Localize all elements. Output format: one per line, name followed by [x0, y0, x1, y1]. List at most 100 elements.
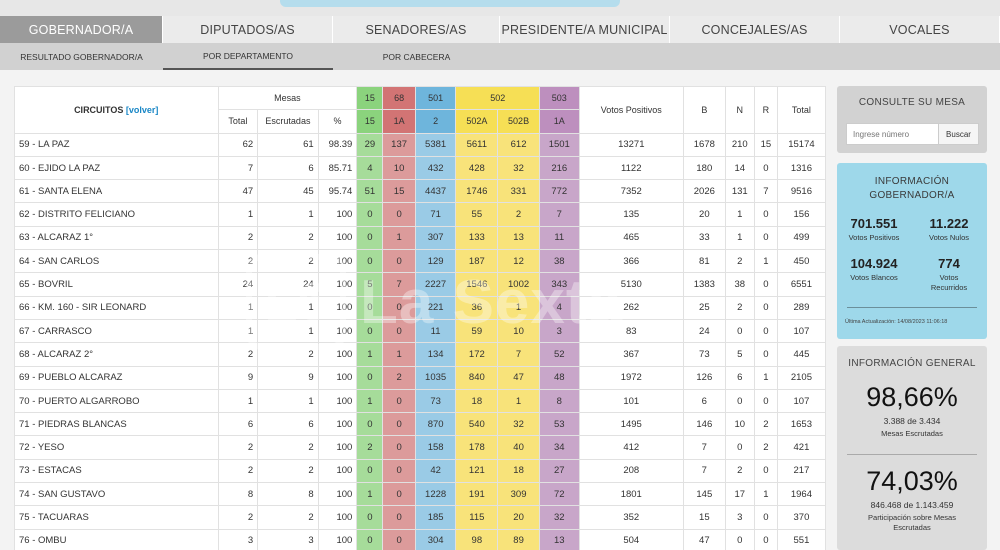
votes-502a-cell: 5611 [455, 132, 499, 157]
buscar-button[interactable]: Buscar [939, 123, 979, 145]
votos-recurridos-cell: 0 [753, 202, 778, 227]
mesas-pct-cell: 100 [317, 318, 358, 344]
table-row: 61 - SANTA ELENA 47 45 95.74 51 15 4437 1746 331… [14, 179, 827, 204]
mesas-pct-cell: 100 [317, 412, 358, 437]
consulte-panel: CONSULTE SU MESA Buscar [837, 86, 987, 153]
tab-diputados[interactable]: DIPUTADOS/AS [163, 16, 333, 43]
votes-501-cell: 304 [414, 528, 457, 550]
circuito-name-cell: 66 - KM. 160 - SIR LEONARD [14, 295, 219, 320]
mesas-pct-cell: 100 [317, 528, 358, 550]
table-row: 71 - PIEDRAS BLANCAS 6 6 100 0 0 870 540 32 53 149… [14, 412, 827, 437]
n-header: N [724, 86, 755, 134]
votes-502b-cell: 1 [497, 388, 540, 414]
votos-total-cell: 107 [776, 318, 827, 344]
votos-positivos-cell: 7352 [578, 179, 684, 204]
votes-15-cell: 0 [356, 295, 384, 320]
votes-503-cell: 34 [538, 435, 580, 460]
votos-positivos-cell: 101 [578, 388, 684, 414]
votes-68-cell: 10 [382, 155, 416, 181]
votes-68-cell: 137 [382, 132, 416, 157]
tab-concejales[interactable]: CONCEJALES/AS [670, 16, 840, 43]
mesa-number-input[interactable] [846, 123, 939, 145]
votes-502b-cell: 32 [497, 155, 540, 181]
circuito-name-cell: 76 - OMBU [14, 528, 219, 550]
votos-nulos-cell: 0 [724, 318, 755, 344]
subtab-por-cabecera[interactable]: POR CABECERA [382, 51, 451, 62]
table-row: 76 - OMBU 3 3 100 0 0 304 98 89 13 504 47 0 0 551 [14, 528, 827, 550]
mesas-pct-cell: 100 [317, 202, 358, 227]
circuito-name-cell: 74 - SAN GUSTAVO [14, 482, 219, 507]
volver-link[interactable]: [volver] [125, 104, 159, 115]
votos-recurridos-cell: 0 [753, 295, 778, 320]
votes-501-cell: 307 [414, 225, 457, 251]
votos-recurridos-cell: 1 [753, 482, 778, 507]
tab-gobernador[interactable]: GOBERNADOR/A [0, 16, 163, 43]
mesas-pct-cell: 100 [317, 435, 358, 460]
votes-502a-cell: 428 [455, 155, 499, 181]
votos-nulos-cell: 0 [724, 528, 755, 550]
table-row: 66 - KM. 160 - SIR LEONARD 1 1 100 0 0 221 36 1 4… [14, 295, 827, 320]
info-general-title: INFORMACIÓN GENERAL [848, 358, 976, 369]
election-tabs: GOBERNADOR/A DIPUTADOS/AS SENADORES/AS P… [0, 16, 1000, 43]
votos-total-cell: 6551 [776, 272, 827, 297]
votes-15-cell: 0 [356, 202, 384, 227]
votes-502b-cell: 40 [497, 435, 540, 460]
votes-15-cell: 0 [356, 225, 384, 251]
party-68-header: 68 [382, 85, 416, 111]
votos-total-cell: 1964 [776, 482, 827, 507]
mesas-total-cell: 7 [217, 155, 259, 181]
votos-blancos-cell: 47 [682, 528, 726, 550]
votos-recurridos-cell: 0 [753, 318, 778, 344]
stat-votos-blancos: 104.924 Votos Blancos [839, 256, 909, 283]
party-502-header: 502 [455, 85, 540, 111]
votes-503-cell: 53 [538, 412, 580, 437]
votes-502b-cell: 13 [497, 225, 540, 251]
mesas-pct-cell: 100 [317, 249, 358, 274]
mesas-pct-cell: 85.71 [317, 155, 358, 181]
party-503-header: 503 [538, 85, 580, 111]
circuito-name-cell: 64 - SAN CARLOS [14, 249, 219, 274]
votos-positivos-cell: 1801 [578, 482, 684, 507]
votos-positivos-cell: 5130 [578, 272, 684, 297]
table-row: 64 - SAN CARLOS 2 2 100 0 0 129 187 12 38 366 81 2 1 4… [14, 249, 827, 274]
circuitos-label: CIRCUITOS [74, 104, 124, 115]
tab-senadores[interactable]: SENADORES/AS [333, 16, 500, 43]
votes-503-cell: 8 [538, 388, 580, 414]
votos-positivos-cell: 1495 [578, 412, 684, 437]
tab-vocales[interactable]: VOCALES [840, 16, 1000, 43]
votos-recurridos-cell: 0 [753, 225, 778, 251]
circuito-name-cell: 61 - SANTA ELENA [14, 179, 219, 204]
votes-503-cell: 48 [538, 365, 580, 390]
votos-blancos-cell: 15 [682, 505, 726, 530]
votes-15-cell: 29 [356, 132, 384, 157]
votos-total-cell: 1653 [776, 412, 827, 437]
mesas-escrutadas-cell: 2 [257, 458, 319, 484]
votos-blancos-cell: 126 [682, 365, 726, 390]
subtab-por-departamento[interactable]: POR DEPARTAMENTO [163, 43, 333, 70]
votes-501-cell: 2227 [414, 272, 457, 297]
mesas-total-cell: 9 [217, 365, 259, 390]
votes-15-cell: 0 [356, 412, 384, 437]
results-body: 59 - LA PAZ 62 61 98.39 29 137 5381 5611 612 1501… [14, 132, 827, 550]
mesas-escrutadas-cell: 3 [257, 528, 319, 550]
votes-501-cell: 42 [414, 458, 457, 484]
subtab-resultado[interactable]: RESULTADO GOBERNADOR/A [20, 51, 143, 62]
mesas-escrutadas-cell: 2 [257, 342, 319, 367]
table-row: 65 - BOVRIL 24 24 100 5 7 2227 1546 1002 343 5130 1… [14, 272, 827, 297]
votos-blancos-cell: 145 [682, 482, 726, 507]
circuito-name-cell: 72 - YESO [14, 435, 219, 460]
mesas-escrutadas-cell: 6 [257, 412, 319, 437]
votes-68-cell: 0 [382, 412, 416, 437]
stat-label: Votos Recurridos [930, 273, 968, 292]
votos-blancos-cell: 6 [682, 388, 726, 414]
votes-501-cell: 432 [414, 155, 457, 181]
votes-15-cell: 1 [356, 482, 384, 507]
votes-15-cell: 5 [356, 272, 384, 297]
general-divider [847, 454, 977, 455]
circuito-name-cell: 69 - PUEBLO ALCARAZ [14, 365, 219, 390]
tab-presidente-municipal[interactable]: PRESIDENTE/A MUNICIPAL [500, 16, 670, 43]
table-row: 73 - ESTACAS 2 2 100 0 0 42 121 18 27 208 7 2 0 217 [14, 458, 827, 484]
votos-recurridos-cell: 0 [753, 342, 778, 367]
mesas-escrutadas-cell: 61 [257, 132, 319, 157]
votos-total-cell: 156 [776, 202, 827, 227]
